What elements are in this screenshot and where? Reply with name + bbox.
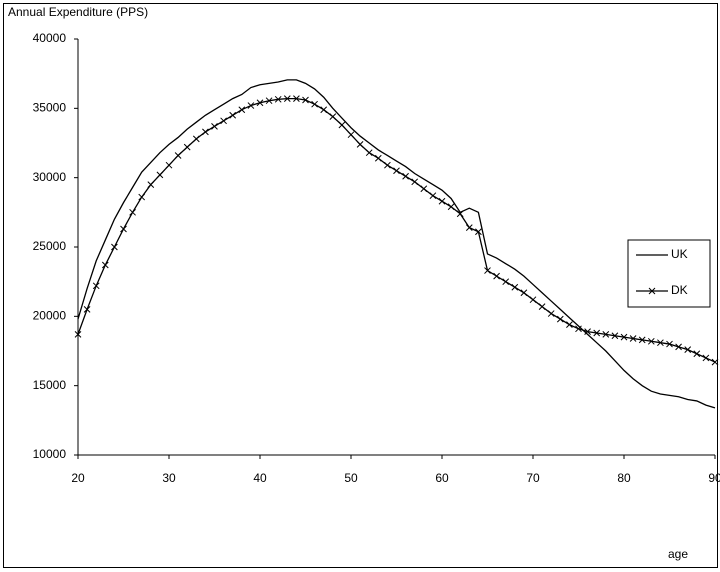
marker [420,185,428,193]
marker [684,346,692,353]
marker [120,225,127,233]
legend-label: DK [671,283,688,297]
marker [511,283,519,291]
x-tick-label: 80 [617,471,631,485]
marker [238,106,246,114]
x-axis-label: age [668,547,688,561]
marker [657,339,664,347]
marker [666,340,673,348]
x-tick-label: 60 [435,471,449,485]
marker [629,335,637,342]
marker [265,97,273,105]
marker [147,181,155,188]
marker [484,267,491,274]
marker [502,278,510,286]
marker [611,332,619,340]
line [77,97,716,363]
marker [465,224,473,231]
marker [566,321,573,329]
marker [411,178,419,186]
legend-label: UK [671,247,688,261]
marker [183,143,191,151]
marker [447,203,455,211]
legend-box [627,239,711,308]
x-tick-label: 30 [162,471,176,485]
x-tick-label: 40 [253,471,267,485]
marker [320,106,328,114]
marker [356,141,364,148]
marker [438,197,446,205]
chart-frame [3,3,718,568]
marker [92,282,100,290]
marker [165,161,173,169]
chart-title: Annual Expenditure (PPS) [8,5,148,19]
marker [702,354,710,362]
marker [111,243,118,251]
legend-marker [648,287,656,295]
x-tick-label: 50 [344,471,358,485]
marker [229,111,237,119]
marker [138,193,146,201]
marker [256,99,264,107]
marker [575,325,582,333]
y-tick-label: 25000 [33,239,67,253]
marker [247,102,255,109]
marker [547,310,555,317]
marker [711,358,719,366]
marker [101,261,109,269]
marker [283,95,291,102]
x-tick-label: 70 [526,471,540,485]
marker [393,167,400,175]
y-tick-label: 35000 [33,101,67,115]
marker [174,152,182,159]
marker [374,154,382,162]
marker [429,192,437,200]
marker [293,95,300,102]
marker [402,172,409,180]
y-tick-label: 15000 [33,378,67,392]
marker [311,100,318,108]
marker [475,228,482,236]
y-tick-label: 10000 [33,447,67,461]
marker [456,210,464,218]
y-tick-label: 40000 [33,31,67,45]
marker [647,337,655,345]
marker [593,329,601,337]
marker [274,95,282,103]
marker [202,128,209,136]
marker [220,117,227,125]
marker [493,272,500,280]
marker [520,289,528,297]
marker [584,328,591,335]
marker [675,343,682,351]
marker [338,121,346,129]
x-tick-label: 20 [71,471,85,485]
y-tick-label: 20000 [33,309,67,323]
marker [347,131,355,139]
x-tick-label: 90 [708,471,720,485]
marker [74,331,82,338]
marker [156,171,164,179]
line [77,79,716,409]
marker [538,303,546,310]
marker [602,331,610,338]
marker [83,306,91,313]
marker [620,333,628,341]
marker [211,123,218,130]
y-tick-label: 30000 [33,170,67,184]
marker [329,113,337,121]
marker [129,208,136,216]
marker [365,149,373,157]
marker [384,161,391,169]
marker [638,336,646,344]
marker [302,96,309,104]
marker [693,350,701,358]
marker [556,315,564,323]
marker [192,135,200,143]
marker [529,296,537,304]
